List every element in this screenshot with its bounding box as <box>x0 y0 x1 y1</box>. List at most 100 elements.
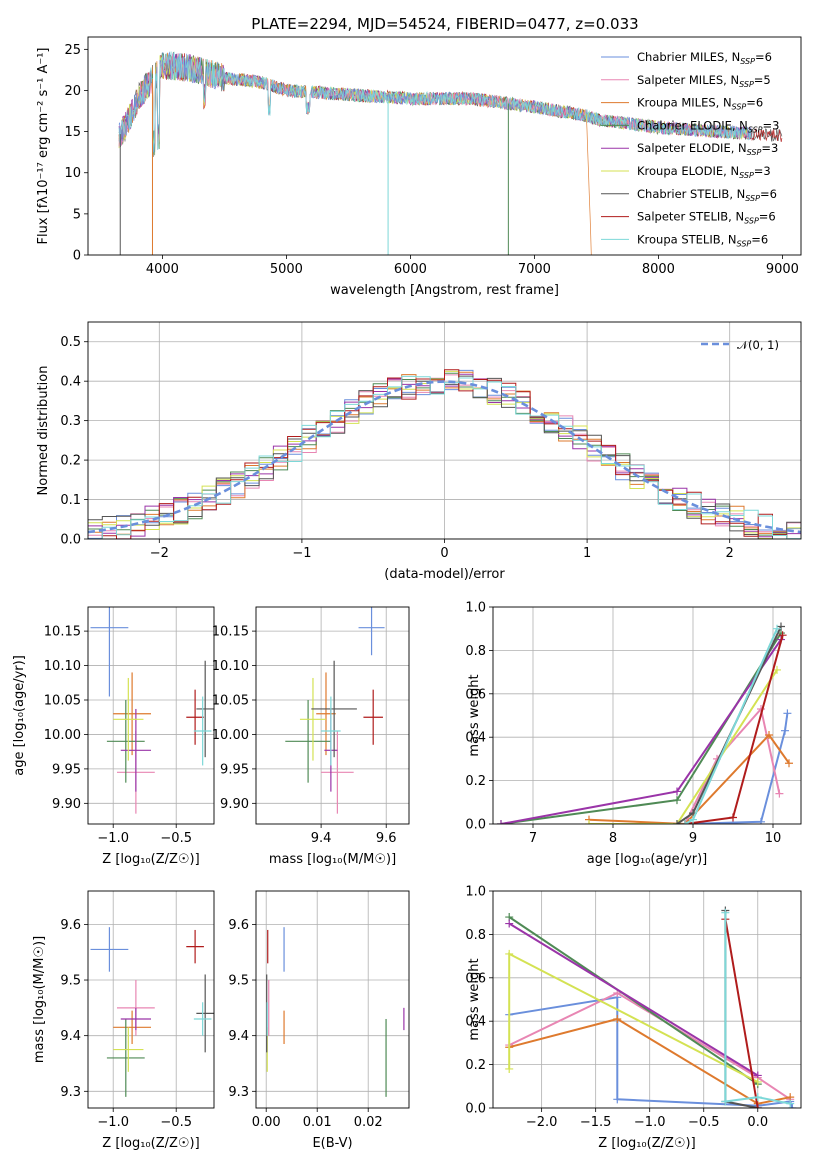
mass-weight-line <box>508 952 759 1083</box>
y-axis-label: mass [log₁₀(M/M☉)] <box>32 936 47 1063</box>
y-tick-label: 0.2 <box>60 454 81 469</box>
mass-weight-marker <box>613 1015 622 1024</box>
mass_vs_ebv-axes: 0.00 0.01 0.02 9.3 9.4 9.5 9.6 E(B-V) <box>228 890 410 1151</box>
y-tick-label: 1.0 <box>465 601 486 616</box>
mass_weight_vs_Z-axes: −2.0 −1.5 −1.0 −0.5 0.0 0.0 0.2 0.4 0.6 0.8 1.0 Z [… <box>465 885 802 1151</box>
x-axis-label: age [log₁₀(age/yr)] <box>587 852 708 867</box>
age_vs_mass-axes: 9.4 9.6 9.90 9.95 10.00 10.05 10.10 10.15 mass [… <box>212 606 410 867</box>
age_vs_mass-frame <box>255 606 410 825</box>
mass-weight-marker <box>721 1097 730 1106</box>
y-tick-label: 0.6 <box>465 687 486 702</box>
mass-weight-line <box>508 991 791 1101</box>
y-tick-label: 0.4 <box>60 375 81 390</box>
y-tick-label: 10.00 <box>44 728 81 743</box>
residuals-plot-area <box>88 322 801 539</box>
x-axis-label: mass [log₁₀(M/M☉)] <box>269 852 396 867</box>
y-tick-label: 0.0 <box>60 533 81 548</box>
x-axis-label: E(B-V) <box>312 1136 352 1151</box>
mass-weight-marker <box>757 817 765 824</box>
mass-weight-marker <box>783 709 792 718</box>
mass-weight-marker <box>775 789 784 798</box>
mass-weight-marker <box>753 1093 762 1102</box>
spectrum-plot-area <box>118 51 783 255</box>
y-tick-label: 9.4 <box>228 1029 249 1044</box>
mass-weight-marker <box>673 796 681 805</box>
y-axis-label: mass weight <box>467 674 482 756</box>
y-tick-label: 9.5 <box>228 974 249 989</box>
y-tick-label: 9.90 <box>52 797 81 812</box>
mass-weight-marker <box>785 759 793 768</box>
y-axis-label: age [log₁₀(age/yr)] <box>12 655 27 776</box>
mass-weight-marker <box>613 1095 622 1104</box>
y-axis-label: Flux [fλ10⁻¹⁷ erg cm⁻² s⁻¹ A⁻¹] <box>36 48 51 245</box>
histogram-salpeter-stelib <box>88 369 801 539</box>
residuals-axes: −2 −1 0 1 2 0.0 0.1 0.2 0.3 0.4 0.5 (data-model)/er… <box>36 321 802 582</box>
y-tick-label: 0.4 <box>465 1015 486 1030</box>
legend-label: Kroupa STELIB, NSSP=6 <box>637 232 768 248</box>
spectrum-line-kroupa-stelib <box>118 51 752 153</box>
mass-weight-line <box>508 922 759 1077</box>
y-tick-label: 10.00 <box>212 728 249 743</box>
x-tick-label: 7000 <box>518 262 551 277</box>
x-axis-label: Z [log₁₀(Z/Z☉)] <box>598 1136 695 1151</box>
mass-weight-marker <box>721 908 730 917</box>
y-tick-label: 1.0 <box>465 885 486 900</box>
x-tick-label: 5000 <box>270 262 303 277</box>
spectrum-axes: 4000 5000 6000 7000 8000 9000 0 5 10 15 20 25 wavele… <box>36 36 802 298</box>
y-tick-label: 15 <box>64 125 81 140</box>
y-tick-label: 9.3 <box>228 1085 249 1100</box>
legend-label: Kroupa MILES, NSSP=6 <box>637 96 763 112</box>
mass_vs_ebv-plot-area <box>256 891 409 1108</box>
x-tick-label: −0.5 <box>688 1115 720 1130</box>
x-tick-label: 7 <box>529 831 537 846</box>
age_vs_Z-plot-area <box>88 607 214 824</box>
y-axis-label: Normed distribution <box>36 366 51 496</box>
y-axis-label: mass weight <box>467 958 482 1040</box>
x-tick-label: −0.5 <box>160 1115 192 1130</box>
x-tick-label: 2 <box>726 546 734 561</box>
mass-weight-marker <box>505 919 514 928</box>
y-tick-label: 20 <box>64 84 81 99</box>
mass-weight-marker <box>777 622 785 631</box>
spectrum-frame <box>87 36 802 256</box>
residuals-frame <box>87 321 802 540</box>
mass_vs_ebv-frame <box>255 890 410 1109</box>
legend-label: Chabrier STELIB, NSSP=6 <box>637 187 777 203</box>
x-tick-label: 0.00 <box>252 1115 281 1130</box>
x-tick-label: −1.0 <box>97 1115 129 1130</box>
x-tick-label: 0 <box>440 546 448 561</box>
mass-weight-marker <box>585 820 593 824</box>
x-axis-label: wavelength [Angstrom, rest frame] <box>330 283 559 298</box>
x-tick-label: 0.02 <box>354 1115 383 1130</box>
mass-weight-marker <box>778 631 787 640</box>
y-tick-label: 10.10 <box>212 659 249 674</box>
mass-weight-marker <box>781 726 789 735</box>
y-tick-label: 0.2 <box>465 774 486 789</box>
x-axis-label: Z [log₁₀(Z/Z☉)] <box>102 1136 199 1151</box>
x-axis-label: (data-model)/error <box>384 567 505 582</box>
mass_weight_vs_age-axes: 7 8 9 10 0.0 0.2 0.4 0.6 0.8 1.0 age [log₁₀(age/yr… <box>465 601 802 867</box>
mass_weight_vs_age-plot-area <box>493 607 801 824</box>
mass-weight-marker <box>681 820 689 824</box>
x-tick-label: 9 <box>689 831 697 846</box>
mass-weight-marker <box>673 820 681 824</box>
mass-weight-marker <box>773 624 781 633</box>
y-tick-label: 0.8 <box>465 928 486 943</box>
y-tick-label: 10 <box>64 166 81 181</box>
legend-label: Salpeter ELODIE, NSSP=3 <box>637 141 778 157</box>
y-tick-label: 10.15 <box>212 625 249 640</box>
x-tick-label: 4000 <box>146 262 179 277</box>
legend-label: Chabrier MILES, NSSP=6 <box>637 50 772 66</box>
y-tick-label: 9.4 <box>60 1029 81 1044</box>
mass_weight_vs_age-frame <box>492 606 802 825</box>
mass_vs_Z-axes: −1.0 −0.5 9.3 9.4 9.5 9.6 Z [log₁₀(Z/Z☉)] mass … <box>32 890 215 1151</box>
mass-weight-marker <box>786 1099 795 1108</box>
mass_vs_Z-frame <box>87 890 215 1109</box>
mass-weight-marker <box>765 731 773 740</box>
mass-weight-line <box>589 669 778 824</box>
y-tick-label: 0.4 <box>465 731 486 746</box>
mass-weight-marker <box>753 1077 762 1086</box>
y-tick-label: 0.5 <box>60 335 81 350</box>
y-tick-label: 9.95 <box>52 762 81 777</box>
